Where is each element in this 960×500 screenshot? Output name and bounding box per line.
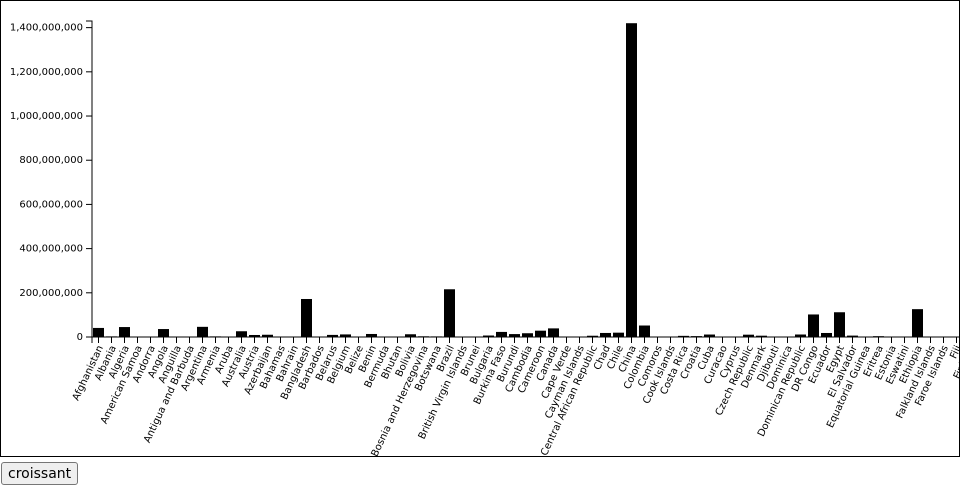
bar	[405, 334, 416, 337]
bar	[119, 327, 130, 337]
bar	[743, 334, 754, 337]
y-tick-label: 600,000,000	[19, 199, 83, 210]
bar	[600, 332, 611, 337]
bar	[821, 332, 832, 337]
bar	[431, 336, 442, 337]
y-tick-label: 0	[77, 332, 83, 343]
bar	[795, 334, 806, 337]
bar	[704, 334, 715, 337]
bar	[93, 327, 104, 337]
y-tick-label: 1,200,000,000	[10, 67, 83, 78]
bar	[236, 331, 247, 337]
bar	[548, 328, 559, 337]
bar	[522, 333, 533, 337]
bar	[535, 330, 546, 337]
y-axis-line	[86, 20, 93, 338]
bar	[639, 325, 650, 337]
bar	[483, 335, 494, 337]
bar	[509, 334, 520, 337]
bar	[249, 334, 260, 337]
bar	[834, 312, 845, 337]
population-bar-chart: 0 200,000,000 400,000,000 600,000,000 800,00…	[10, 20, 960, 456]
y-tick-label: 1,400,000,000	[10, 23, 83, 34]
bar	[691, 336, 702, 337]
bar	[847, 335, 858, 337]
bar	[418, 336, 429, 337]
bar	[340, 334, 351, 337]
y-tick-label: 400,000,000	[19, 244, 83, 255]
y-tick-label: 800,000,000	[19, 155, 83, 166]
bar	[158, 329, 169, 337]
y-tick-label: 1,000,000,000	[10, 111, 83, 122]
bar	[106, 336, 117, 337]
bar	[366, 333, 377, 337]
bar	[197, 326, 208, 337]
bar	[873, 336, 884, 337]
bar	[496, 331, 507, 337]
y-axis: 0 200,000,000 400,000,000 600,000,000 800,00…	[10, 20, 93, 343]
bar	[912, 309, 923, 337]
bar	[613, 332, 624, 337]
sort-ascending-button[interactable]: croissant	[1, 462, 79, 485]
bar	[587, 335, 598, 337]
bar	[808, 314, 819, 337]
bar	[756, 335, 767, 337]
x-axis-line	[91, 336, 959, 343]
bar	[678, 335, 689, 337]
bar	[444, 289, 455, 337]
chart-frame: 0 200,000,000 400,000,000 600,000,000 800,00…	[0, 0, 960, 457]
bars	[93, 23, 959, 338]
bar	[626, 23, 637, 338]
bar	[210, 336, 221, 337]
bar	[327, 334, 338, 337]
bar	[301, 298, 312, 337]
x-tick-label: Fiji	[948, 344, 960, 361]
y-tick-label: 200,000,000	[19, 288, 83, 299]
bar	[262, 334, 273, 337]
